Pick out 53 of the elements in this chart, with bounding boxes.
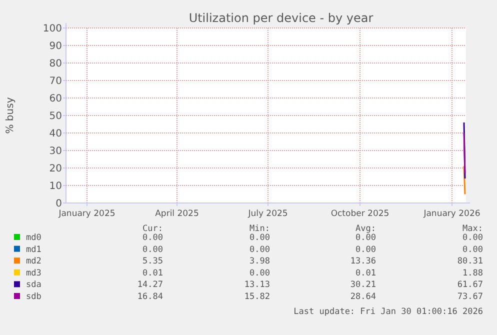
y-tick-label: 70: [49, 76, 62, 87]
legend-label: sdb: [26, 292, 42, 302]
text: 28.64: [350, 292, 376, 302]
text: 73.67: [457, 292, 483, 302]
y-tick-label: 0: [56, 198, 62, 210]
x-tick-label: January 2025: [58, 209, 116, 219]
text: 0.01: [356, 268, 376, 278]
text: 0.00: [250, 233, 270, 243]
text: 30.21: [350, 280, 376, 290]
y-tick-label: 50: [49, 111, 62, 122]
y-tick-label: 20: [49, 164, 62, 174]
text: 0.01: [142, 268, 163, 278]
y-tick-label: 40: [49, 128, 62, 140]
x-tick-label: April 2025: [155, 209, 199, 219]
y-tick-label: 90: [49, 41, 62, 52]
text: 0.00: [250, 244, 270, 255]
text: 13.13: [244, 280, 270, 290]
legend-label: md0: [26, 233, 42, 243]
legend-label: md1: [26, 244, 42, 255]
text: 16.84: [137, 292, 163, 302]
y-tick-label: 100: [42, 24, 62, 34]
text: 0.00: [142, 233, 163, 243]
legend-label: md2: [26, 256, 42, 267]
text: 1.88: [462, 268, 483, 278]
y-tick-label: 60: [49, 94, 62, 104]
text: 0.00: [462, 233, 483, 243]
text: Cur:: [142, 224, 163, 234]
text: 61.67: [457, 280, 483, 290]
text: 0.00: [356, 244, 376, 255]
x-tick-label: January 2026: [422, 209, 480, 219]
text: 0.00: [462, 244, 483, 255]
y-tick-label: 30: [49, 146, 62, 157]
text: 3.98: [250, 256, 270, 267]
text: Last update: Fri Jan 30 01:00:16 2026: [294, 307, 483, 317]
text: 13.36: [350, 256, 376, 267]
y-axis-title: % busy: [5, 97, 16, 134]
text: 0.00: [142, 244, 163, 255]
y-tick-label: 10: [49, 181, 62, 192]
text: Avg:: [356, 224, 376, 234]
text: Max:: [462, 224, 483, 234]
legend-label: sda: [26, 280, 42, 290]
text: 0.00: [250, 268, 270, 278]
text: 14.27: [137, 280, 163, 290]
chart-title: Utilization per device - by year: [188, 11, 374, 25]
text: Min:: [250, 224, 270, 234]
text: 5.35: [142, 256, 163, 267]
text: 0.00: [356, 233, 376, 243]
legend-label: md3: [26, 268, 42, 278]
y-tick-label: 80: [49, 58, 62, 70]
text: 15.82: [244, 292, 270, 302]
x-tick-label: October 2025: [330, 209, 390, 219]
text: 80.31: [457, 256, 483, 267]
x-tick-label: July 2025: [247, 209, 288, 219]
